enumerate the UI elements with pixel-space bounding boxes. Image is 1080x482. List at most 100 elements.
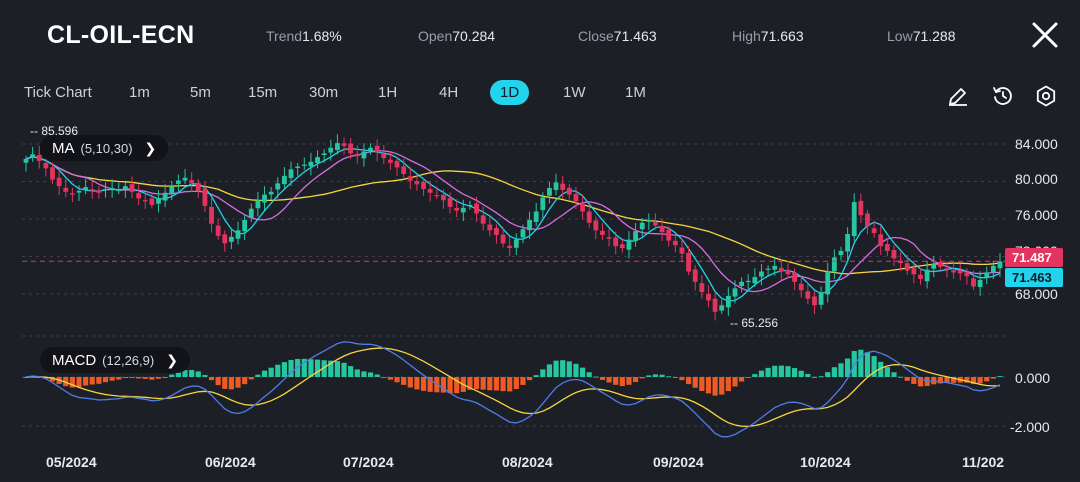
candle-body bbox=[971, 278, 976, 287]
candle-body bbox=[739, 281, 744, 287]
candle-body bbox=[354, 153, 360, 157]
macd-histogram-bar bbox=[818, 376, 824, 378]
candle-body bbox=[904, 263, 910, 271]
macd-histogram-bar bbox=[646, 375, 652, 377]
macd-histogram-bar bbox=[858, 349, 864, 377]
candle-body bbox=[997, 261, 1003, 269]
candle-body bbox=[202, 188, 208, 206]
tab-1m-month[interactable]: 1M bbox=[625, 84, 646, 101]
candle-body bbox=[646, 219, 652, 222]
macd-histogram-bar bbox=[255, 374, 261, 377]
candle-body bbox=[447, 198, 453, 207]
tab-1d[interactable]: 1D bbox=[490, 80, 530, 105]
candle-body bbox=[586, 211, 592, 223]
candle-body bbox=[109, 188, 115, 190]
macd-histogram-bar bbox=[136, 377, 142, 379]
macd-histogram-bar bbox=[202, 374, 208, 377]
candle-body bbox=[460, 207, 466, 213]
candle-body bbox=[520, 229, 526, 238]
macd-histogram-bar bbox=[838, 363, 844, 377]
macd-histogram-bar bbox=[275, 364, 281, 377]
ma-indicator-pill[interactable]: MA (5,10,30) ❯ bbox=[40, 135, 169, 161]
macd-histogram-bar bbox=[242, 377, 248, 385]
macd-histogram-bar bbox=[182, 370, 188, 377]
candle-body bbox=[301, 164, 307, 166]
macd-histogram-bar bbox=[328, 360, 334, 377]
candle-body bbox=[156, 198, 161, 204]
candle-body bbox=[288, 169, 294, 178]
macd-histogram-bar bbox=[507, 377, 513, 392]
macd-histogram-bar bbox=[964, 377, 970, 383]
candle-body bbox=[878, 234, 884, 247]
close-stat: Close71.463 bbox=[578, 28, 657, 44]
macd-y-tick-minus2: -2.000 bbox=[1010, 419, 1050, 435]
macd-histogram-bar bbox=[129, 377, 135, 378]
macd-histogram-bar bbox=[553, 360, 559, 377]
macd-histogram-bar bbox=[354, 369, 360, 377]
macd-histogram-bar bbox=[758, 370, 765, 377]
macd-histogram-bar bbox=[566, 361, 572, 377]
candle-body bbox=[580, 203, 585, 212]
macd-histogram-bar bbox=[845, 358, 851, 377]
macd-histogram-bar bbox=[467, 377, 473, 390]
macd-histogram-bar bbox=[427, 377, 433, 392]
candle-body bbox=[898, 260, 904, 264]
candlesticks bbox=[23, 134, 1003, 321]
gear-icon[interactable] bbox=[1034, 84, 1058, 108]
macd-histogram-bar bbox=[96, 377, 102, 384]
macd-histogram-bar bbox=[89, 377, 95, 385]
candle-body bbox=[944, 268, 950, 270]
candle-body bbox=[884, 244, 890, 251]
macd-histogram-bar bbox=[864, 352, 871, 377]
candle-body bbox=[626, 239, 632, 250]
macd-histogram-bar bbox=[705, 377, 712, 394]
y-tick-68: 68.000 bbox=[1015, 286, 1058, 302]
candle-body bbox=[540, 197, 546, 211]
macd-histogram-bar bbox=[228, 377, 235, 390]
candle-body bbox=[374, 145, 380, 153]
tab-1m[interactable]: 1m bbox=[129, 84, 150, 101]
macd-histogram-bar bbox=[533, 375, 539, 377]
candle-body bbox=[957, 270, 963, 274]
clock-rewind-icon[interactable] bbox=[991, 84, 1015, 108]
macd-histogram-bar bbox=[831, 367, 837, 377]
macd-histogram-bar bbox=[599, 377, 606, 380]
tab-1h[interactable]: 1H bbox=[378, 84, 398, 101]
candle-body bbox=[653, 222, 658, 226]
candle-body bbox=[686, 252, 691, 272]
macd-indicator-pill[interactable]: MACD (12,26,9) ❯ bbox=[40, 347, 190, 373]
tab-5m[interactable]: 5m bbox=[190, 84, 211, 101]
macd-histogram-bar bbox=[414, 377, 420, 390]
x-tick-09-2024: 09/2024 bbox=[653, 454, 704, 470]
macd-histogram-bar bbox=[626, 377, 632, 385]
candle-body bbox=[368, 147, 373, 151]
candle-body bbox=[507, 245, 513, 249]
macd-histogram-bar bbox=[208, 377, 215, 381]
candle-body bbox=[381, 153, 387, 159]
candle-body bbox=[911, 268, 917, 275]
candle-body bbox=[43, 163, 49, 169]
candle-body bbox=[918, 274, 923, 279]
candle-body bbox=[679, 247, 685, 254]
candle-body bbox=[990, 265, 996, 273]
macd-histogram-bar bbox=[579, 367, 586, 377]
candle-body bbox=[195, 182, 201, 191]
tab-15m[interactable]: 15m bbox=[248, 84, 278, 101]
macd-histogram-bar bbox=[798, 370, 804, 377]
candle-body bbox=[964, 272, 970, 277]
macd-histogram-bar bbox=[288, 359, 294, 377]
candle-body bbox=[328, 147, 334, 153]
min-price-marker: -- 65.256 bbox=[730, 316, 778, 330]
tab-30m[interactable]: 30m bbox=[309, 84, 339, 101]
tab-tick-chart[interactable]: Tick Chart bbox=[24, 84, 92, 101]
tab-4h[interactable]: 4H bbox=[439, 84, 459, 101]
pencil-icon[interactable] bbox=[946, 84, 970, 108]
tab-1w[interactable]: 1W bbox=[563, 84, 586, 101]
candle-body bbox=[83, 187, 89, 190]
macd-histogram-bar bbox=[122, 377, 128, 379]
candle-body bbox=[248, 208, 254, 218]
close-icon[interactable] bbox=[1027, 17, 1063, 53]
macd-histogram-bar bbox=[632, 377, 639, 383]
macd-histogram-bar bbox=[540, 369, 546, 377]
